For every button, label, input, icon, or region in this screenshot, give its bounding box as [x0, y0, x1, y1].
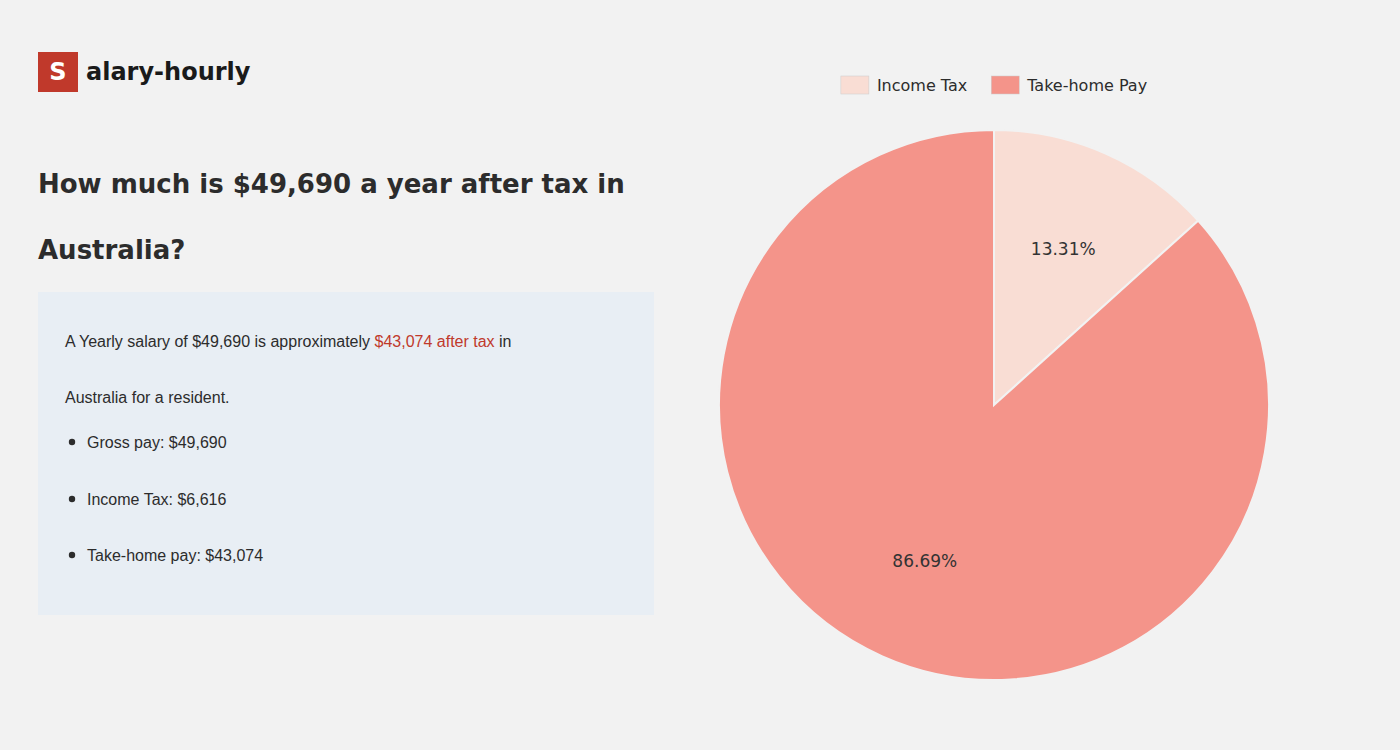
text-segment: Take-home pay: $43,074 [87, 547, 263, 564]
legend-item: Income Tax [841, 76, 967, 95]
text-segment: A Yearly salary of $49,690 is approximat… [65, 333, 375, 350]
title: How much is $49,690 a year after tax in [38, 169, 625, 199]
bullet-text: Income Tax: $6,616 [87, 491, 226, 508]
title: Australia? [38, 235, 185, 265]
logo-letter: S [49, 58, 66, 86]
legend-label: Income Tax [877, 76, 967, 95]
logo: Salary-hourly [38, 52, 251, 92]
legend-swatch [991, 76, 1019, 94]
pie-labels: 13.31% 86.69% [892, 239, 1095, 571]
body-text: A Yearly salary of $49,690 is approximat… [65, 333, 512, 350]
chart: Salary-hourly How much is $49,690 a year … [0, 0, 1400, 750]
legend-swatch [841, 76, 869, 94]
pie [719, 130, 1269, 680]
pie-slice [719, 130, 1269, 680]
legend-item: Take-home Pay [991, 76, 1147, 95]
logo-box [38, 52, 78, 92]
logo-text: alary-hourly [86, 58, 251, 86]
legend: Income Tax Take-home Pay [841, 76, 1147, 95]
bullet-text: Take-home pay: $43,074 [87, 547, 263, 564]
bullet-text: Gross pay: $49,690 [87, 434, 227, 451]
text-segment: in [495, 333, 512, 350]
text-segment: Gross pay: $49,690 [87, 434, 227, 451]
bullet [69, 552, 75, 558]
data-label: 86.69% [892, 551, 957, 571]
text-segment: Australia for a resident. [65, 389, 230, 406]
text-segment: $43,074 after tax [375, 333, 495, 350]
body-text: Australia for a resident. [65, 389, 230, 406]
info-box [38, 292, 654, 615]
legend-label: Take-home Pay [1026, 76, 1147, 95]
data-label: 13.31% [1031, 239, 1096, 259]
bullet [69, 439, 75, 445]
text-segment: Income Tax: $6,616 [87, 491, 226, 508]
bullet [69, 496, 75, 502]
